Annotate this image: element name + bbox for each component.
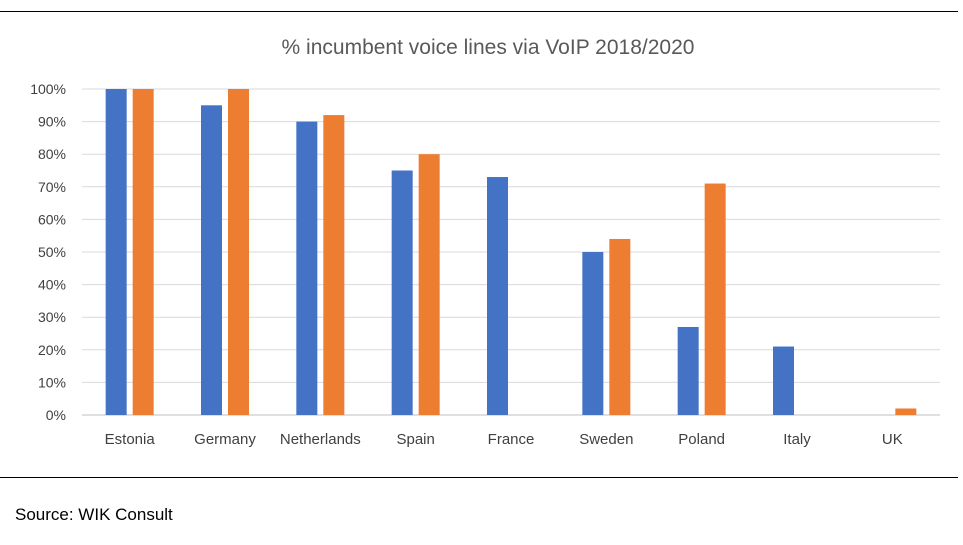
bar-sweden-series1 [582, 252, 604, 415]
x-tick-label: Estonia [105, 431, 156, 448]
bar-estonia-series2 [132, 89, 154, 415]
bars [105, 89, 917, 416]
bar-poland-series2 [704, 183, 726, 415]
x-tick-label: Germany [194, 431, 256, 448]
bar-france-series1 [487, 177, 508, 415]
y-tick-label: 50% [38, 244, 66, 260]
x-tick-label: Poland [678, 431, 725, 448]
bar-netherlands-series1 [296, 121, 318, 415]
bar-netherlands-series2 [323, 115, 345, 415]
chart: % incumbent voice lines via VoIP 2018/20… [30, 36, 940, 448]
x-tick-label: Sweden [579, 431, 633, 448]
y-tick-label: 40% [38, 277, 66, 293]
y-tick-label: 70% [38, 179, 66, 195]
x-tick-label: France [488, 431, 535, 448]
bar-spain-series2 [418, 154, 440, 415]
x-tick-label: Italy [783, 431, 811, 448]
top-rule [0, 11, 958, 12]
bar-poland-series1 [677, 326, 699, 415]
bottom-rule [0, 477, 958, 478]
y-tick-label: 90% [38, 114, 66, 130]
bar-sweden-series2 [609, 238, 631, 415]
bar-uk-series2 [895, 408, 917, 415]
x-tick-label: UK [882, 431, 903, 448]
chart-title: % incumbent voice lines via VoIP 2018/20… [282, 36, 695, 59]
bar-germany-series1 [201, 105, 222, 416]
bar-germany-series2 [228, 89, 249, 415]
x-axis-ticks: Estonia Germany Netherlands Spain France Swed… [105, 431, 903, 448]
y-tick-label: 100% [30, 81, 66, 97]
bar-spain-series1 [391, 170, 413, 415]
source-note: Source: WIK Consult [15, 505, 173, 524]
y-tick-label: 0% [46, 407, 66, 423]
y-tick-label: 10% [38, 374, 66, 390]
x-tick-label: Netherlands [280, 431, 361, 448]
bar-italy-series1 [773, 346, 794, 415]
x-tick-label: Spain [396, 431, 434, 448]
y-tick-label: 20% [38, 342, 66, 358]
y-tick-label: 30% [38, 309, 66, 325]
bar-estonia-series1 [105, 89, 127, 415]
y-tick-label: 80% [38, 146, 66, 162]
y-axis-ticks: 0% 10% 20% 30% 40% 50% 60% 70% 80% 90% 100% [30, 81, 66, 423]
y-tick-label: 60% [38, 211, 66, 227]
gridlines [82, 88, 940, 416]
